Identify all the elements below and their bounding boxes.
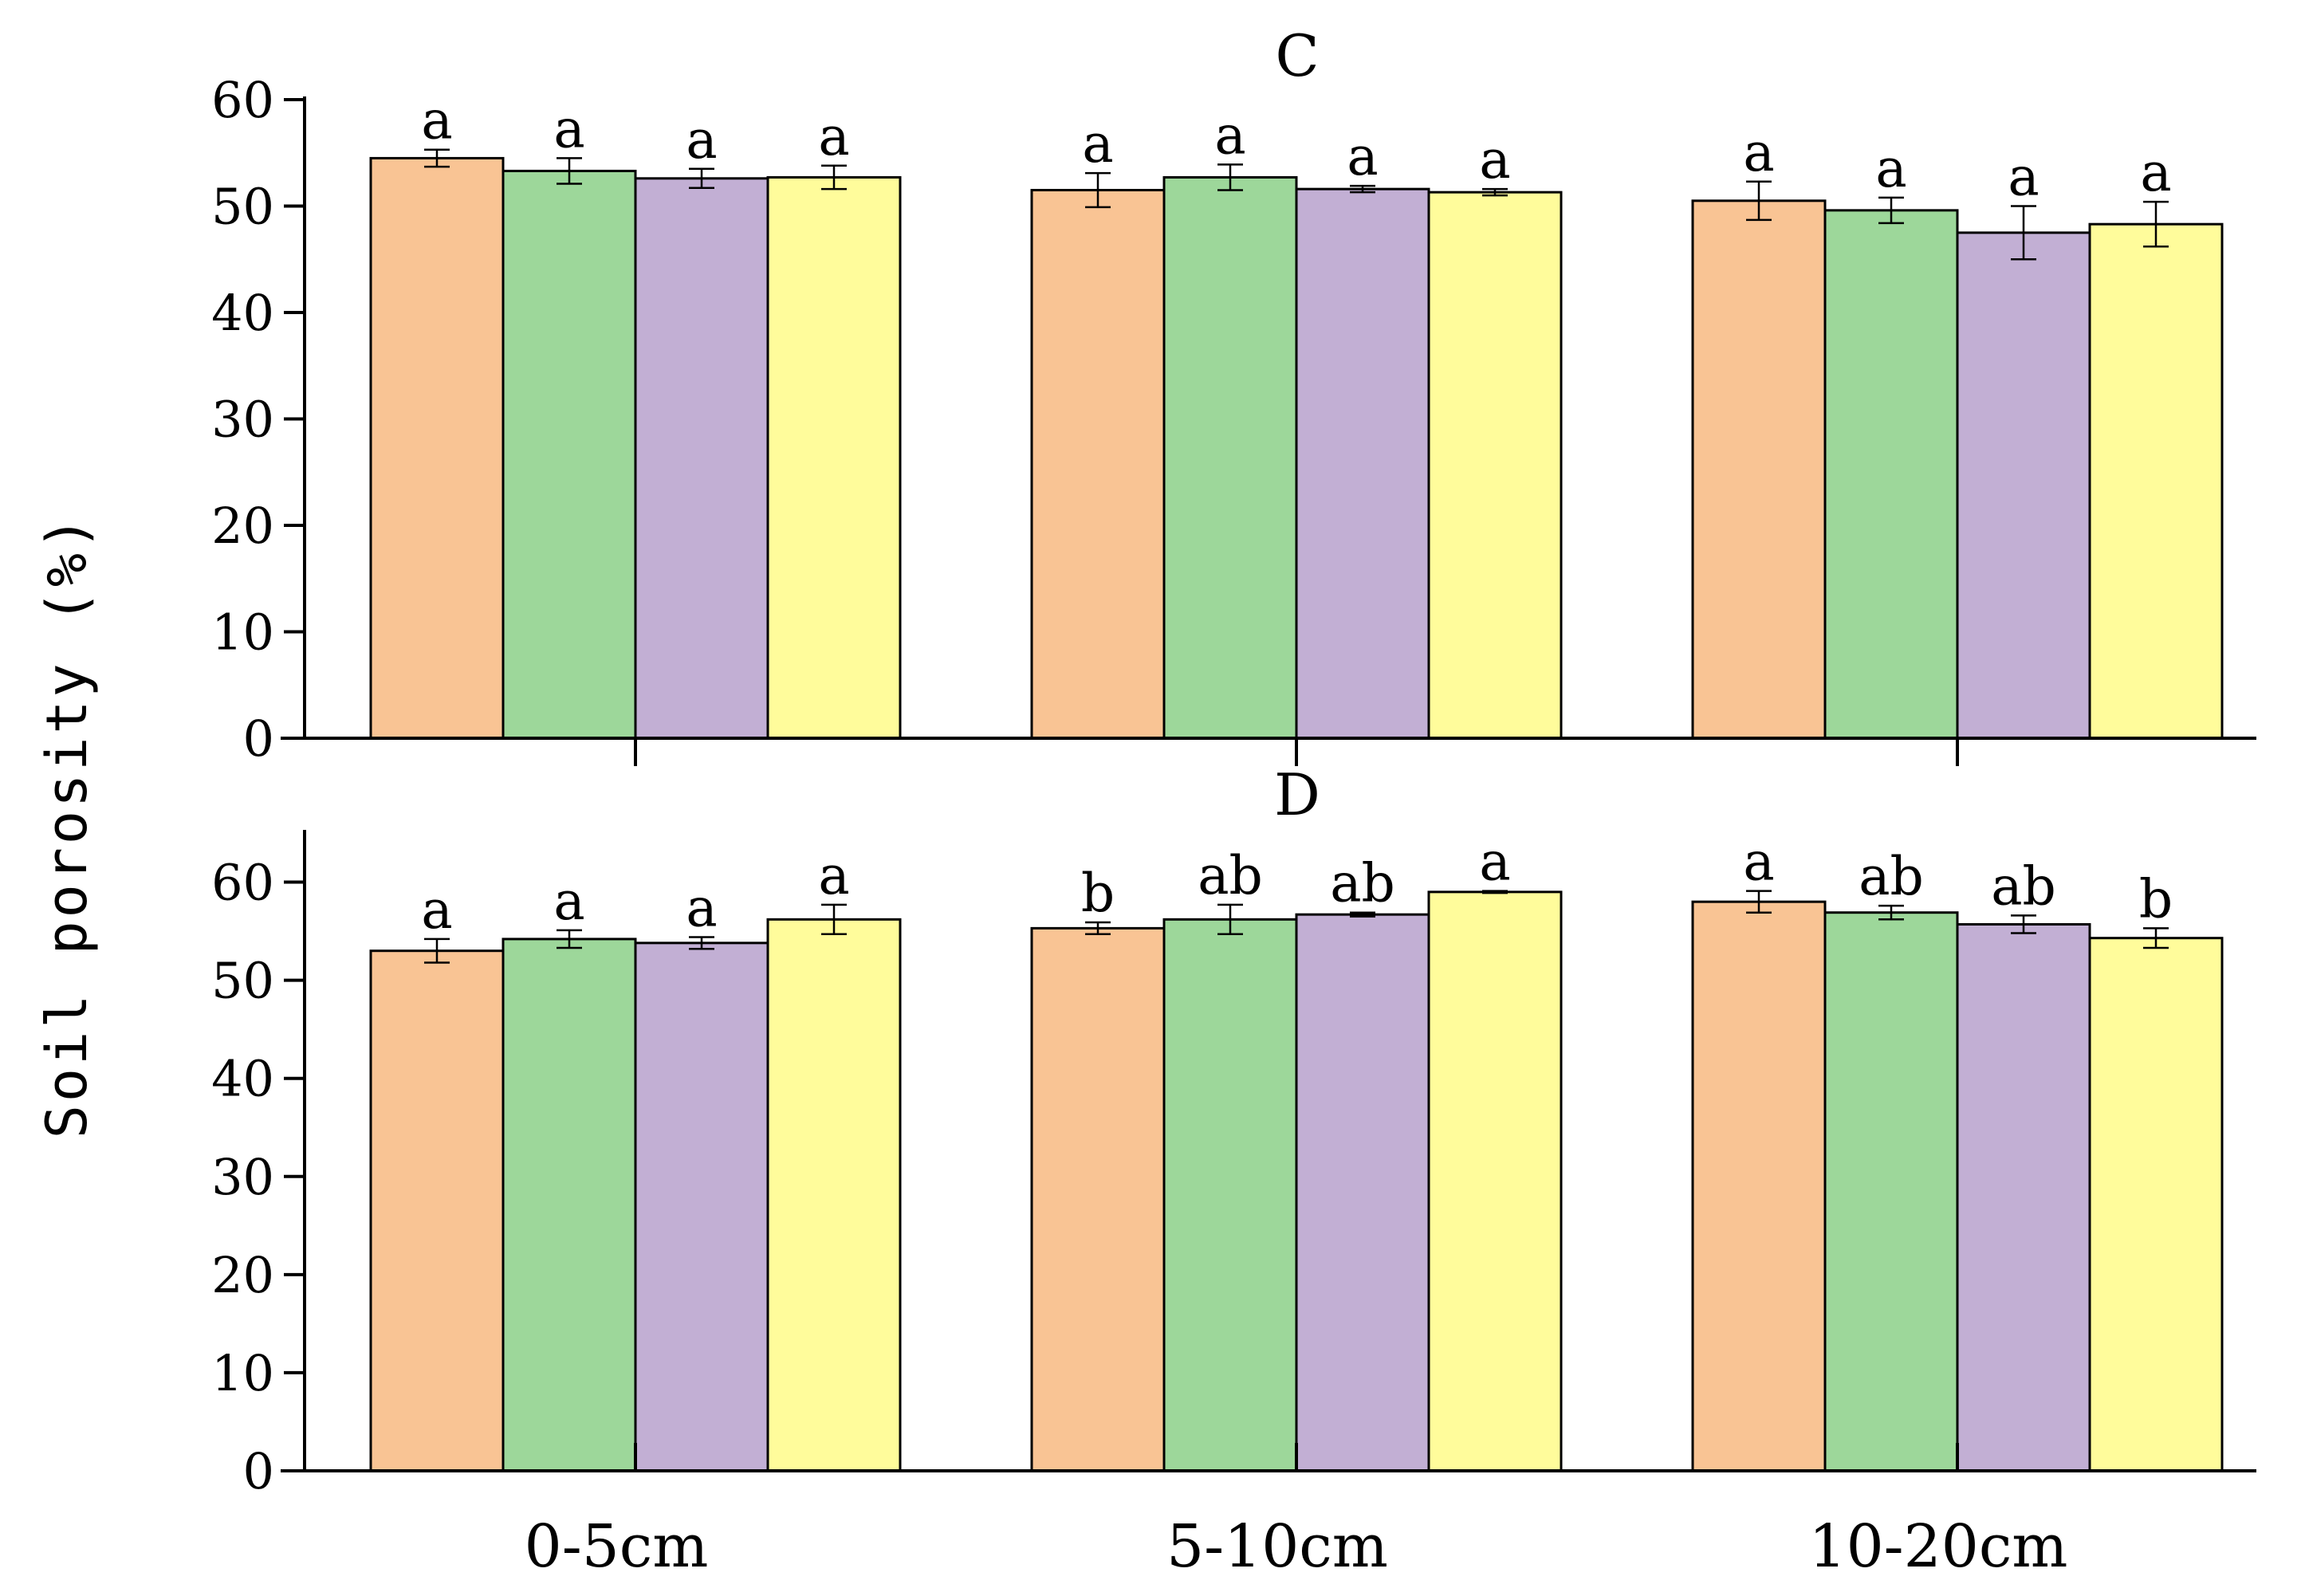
bar <box>502 169 637 740</box>
bar <box>1162 175 1298 740</box>
significance-label: a <box>2140 142 2171 203</box>
y-tick-label: 40 <box>211 284 274 342</box>
bar <box>1956 922 2091 1472</box>
bar <box>1427 890 1563 1472</box>
y-tick-label: 0 <box>243 1442 274 1500</box>
bar <box>766 918 902 1472</box>
significance-label: a <box>1743 122 1774 183</box>
significance-label: a <box>553 98 584 159</box>
significance-label: b <box>1081 863 1115 924</box>
y-tick-label: 0 <box>243 710 274 768</box>
significance-label: a <box>421 879 452 941</box>
significance-label: a <box>1214 104 1245 166</box>
y-tick-label: 20 <box>211 497 274 555</box>
bar <box>766 175 902 740</box>
y-tick-label: 30 <box>211 1148 274 1206</box>
significance-label: a <box>1479 129 1510 191</box>
significance-label: a <box>421 90 452 151</box>
significance-label: a <box>686 109 717 171</box>
y-tick-label: 30 <box>211 391 274 449</box>
bar <box>634 177 769 740</box>
bar <box>1691 199 1827 740</box>
significance-label: b <box>2139 868 2173 930</box>
bar <box>1295 913 1430 1472</box>
significance-label: ab <box>1330 853 1395 914</box>
panel-title: D <box>1274 761 1320 828</box>
bar <box>1427 191 1563 740</box>
bar <box>1030 926 1166 1472</box>
y-tick-label: 10 <box>211 1344 274 1402</box>
panel-c: Ca a a a a a a a a a a a 0 10 20 30 40 50 60 <box>211 22 2256 768</box>
x-tick-label: 10-20cm <box>1809 1512 2068 1581</box>
significance-label: a <box>686 877 717 938</box>
y-tick-label: 50 <box>211 952 274 1010</box>
bar <box>1956 231 2091 740</box>
bar <box>369 949 505 1472</box>
y-tick-label: 50 <box>211 178 274 236</box>
panel-title: C <box>1275 22 1319 89</box>
bar <box>502 938 637 1472</box>
bar <box>369 156 505 740</box>
bar <box>634 941 769 1472</box>
bar <box>1823 209 1959 740</box>
bar <box>1823 911 1959 1472</box>
bar <box>1030 188 1166 740</box>
x-tick-label: 5-10cm <box>1166 1512 1388 1581</box>
significance-label: ab <box>1859 846 1924 907</box>
bar <box>2088 937 2224 1472</box>
significance-label: a <box>1875 138 1906 199</box>
significance-label: a <box>1347 126 1378 187</box>
significance-label: a <box>1082 113 1113 175</box>
y-axis-label: Soil porosity (%) <box>34 513 100 1138</box>
bar <box>1691 900 1827 1472</box>
y-tick-label: 10 <box>211 603 274 662</box>
y-tick-label: 60 <box>211 71 274 129</box>
bar <box>2088 222 2224 740</box>
y-tick-label: 40 <box>211 1050 274 1108</box>
significance-label: a <box>1743 831 1774 893</box>
significance-label: a <box>1479 831 1510 893</box>
significance-label: a <box>553 871 584 932</box>
significance-label: ab <box>1198 845 1263 906</box>
significance-label: ab <box>1991 855 2056 917</box>
x-tick-label: 0-5cm <box>525 1512 709 1581</box>
y-tick-label: 60 <box>211 854 274 912</box>
significance-label: a <box>818 845 849 906</box>
y-tick-label: 20 <box>211 1246 274 1304</box>
bar <box>1162 918 1298 1472</box>
significance-label: a <box>818 106 849 167</box>
bar <box>1295 187 1430 740</box>
significance-label: a <box>2008 147 2039 208</box>
